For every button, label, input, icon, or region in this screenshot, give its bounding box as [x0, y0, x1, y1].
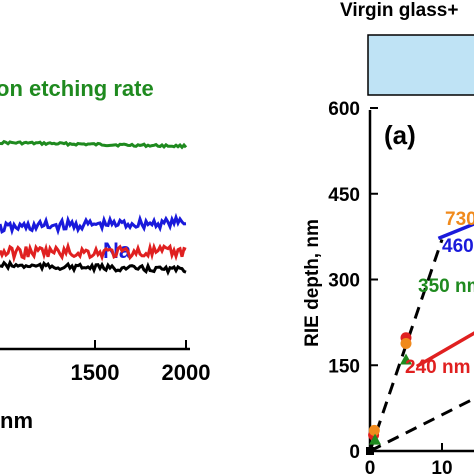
right-chart-panel: Virgin glass+ RIE depth, nm (a) 0 150 300 4…: [302, 0, 474, 474]
left-series-2: [0, 241, 187, 264]
series-line-0: [437, 222, 474, 240]
right-y-axis-label: RIE depth, nm: [302, 219, 323, 347]
data-point-3: [369, 433, 382, 445]
label-730: 730: [445, 209, 474, 230]
data-point-2: [368, 424, 380, 436]
panel-label-a: (a): [384, 120, 416, 150]
data-point-5: [400, 338, 412, 350]
y-tick-label-600: 600: [328, 99, 360, 120]
left-series-group: [0, 139, 188, 277]
virgin-glass-box: [367, 34, 474, 96]
data-point-6: [400, 353, 412, 365]
x-tick-label-0: 0: [365, 458, 376, 474]
x-tick-label-10: 10: [431, 458, 452, 474]
label-240nm: 240 nm: [405, 357, 470, 378]
y-tick-label-150: 150: [328, 356, 360, 377]
y-tick-label-0: 0: [349, 442, 360, 463]
left-x-label-fragment: nm: [0, 408, 33, 433]
left-series-3: [0, 259, 187, 277]
right-top-label: Virgin glass+: [340, 0, 458, 21]
series-line-1: [415, 331, 474, 368]
right-y-ticks: 0 150 300 450 600: [328, 99, 378, 463]
label-350nm: 350 nm: [418, 276, 474, 297]
left-chart-panel: 1500 2000 nm on etching rate Na: [0, 76, 210, 433]
y-tick-label-450: 450: [328, 185, 360, 206]
y-tick-label-300: 300: [328, 271, 360, 292]
right-points-group: [366, 332, 412, 455]
left-series-0: [0, 139, 188, 150]
left-tick-label-1500: 1500: [71, 360, 120, 385]
label-460: 460: [442, 236, 474, 257]
left-series-1: [0, 212, 187, 236]
left-annotation-etching-rate: on etching rate: [0, 76, 154, 101]
fit-line-dashed-1: [369, 397, 474, 453]
left-tick-label-2000: 2000: [162, 360, 211, 385]
data-point-0: [366, 447, 374, 455]
